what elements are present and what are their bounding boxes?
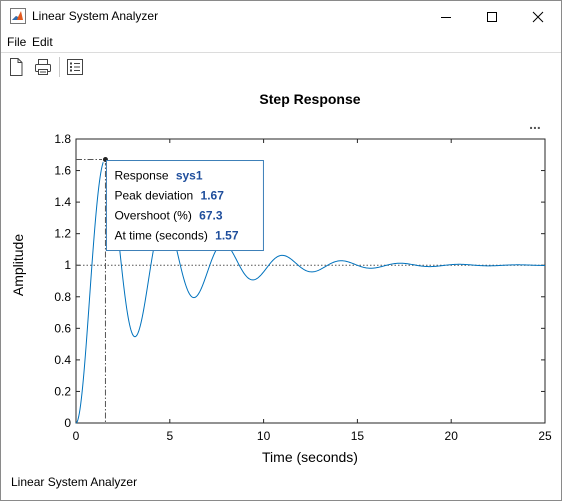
print-icon (35, 59, 51, 75)
y-tick-label: 1.2 (54, 227, 71, 241)
maximize-icon (487, 11, 497, 22)
step-response-chart[interactable]: Step Response ... 0 5 10 15 20 25 0 0.2 0.4 0.6 0.… (1, 80, 561, 468)
datatip-peak-deviation-label: Peak deviation (114, 189, 196, 203)
datatip-time: At time (seconds) 1.57 (114, 229, 238, 243)
maximize-button[interactable] (469, 1, 515, 32)
datatip-box[interactable] (105, 160, 264, 252)
close-button[interactable] (515, 1, 561, 32)
x-axis-label: Time (seconds) (262, 449, 358, 465)
datatip-response-value: sys1 (176, 169, 203, 183)
datatip-overshoot-label: Overshoot (%) (114, 209, 195, 223)
minimize-icon (441, 16, 451, 18)
y-tick-label: 0.4 (54, 353, 71, 367)
y-tick-label: 1.4 (54, 195, 71, 209)
window-title: Linear System Analyzer (32, 9, 159, 23)
datatip-overshoot: Overshoot (%) 67.3 (114, 209, 222, 223)
datatip-peak-deviation: Peak deviation 1.67 (114, 189, 224, 203)
toolbar-separator (59, 57, 60, 77)
status-text: Linear System Analyzer (11, 475, 138, 489)
datatip-overshoot-value: 67.3 (199, 209, 223, 223)
property-editor-button[interactable] (64, 56, 86, 78)
datatip-time-label: At time (seconds) (114, 229, 211, 243)
menu-edit[interactable]: Edit (32, 35, 53, 49)
y-tick-label: 0.6 (54, 321, 71, 335)
x-tick-label: 5 (166, 429, 173, 443)
y-axis-label: Amplitude (10, 234, 26, 296)
y-tick-label: 1 (64, 258, 71, 272)
print-button[interactable] (32, 56, 54, 78)
y-tick-label: 0.8 (54, 290, 71, 304)
x-tick-label: 0 (73, 429, 80, 443)
menu-bar: File Edit (1, 32, 561, 52)
x-tick-label: 25 (538, 429, 552, 443)
more-options-icon[interactable]: ... (529, 116, 541, 132)
datatip-response-label: Response (114, 169, 171, 183)
x-tick-label: 20 (445, 429, 459, 443)
datatip-response: Response sys1 (114, 169, 202, 183)
y-tick-label: 0 (64, 416, 71, 430)
new-document-icon (10, 58, 23, 76)
datatip-peak-deviation-value: 1.67 (201, 189, 225, 203)
datatip-time-value: 1.57 (215, 229, 239, 243)
close-icon (532, 11, 544, 22)
x-tick-label: 10 (257, 429, 271, 443)
menu-file[interactable]: File (7, 35, 27, 49)
minimize-button[interactable] (423, 1, 469, 32)
toolbar (1, 52, 561, 81)
new-button[interactable] (5, 56, 27, 78)
plot-canvas: Step Response ... 0 5 10 15 20 25 0 0.2 0.4 0.6 0.… (1, 80, 561, 468)
status-bar: Linear System Analyzer (1, 468, 561, 500)
matlab-logo-icon (10, 8, 26, 24)
y-tick-label: 1.6 (54, 164, 71, 178)
title-bar[interactable]: Linear System Analyzer (1, 1, 561, 32)
property-list-icon (67, 59, 83, 75)
x-tick-label: 15 (351, 429, 365, 443)
y-tick-label: 0.2 (54, 384, 71, 398)
chart-title: Step Response (259, 91, 360, 107)
y-tick-label: 1.8 (54, 132, 71, 146)
